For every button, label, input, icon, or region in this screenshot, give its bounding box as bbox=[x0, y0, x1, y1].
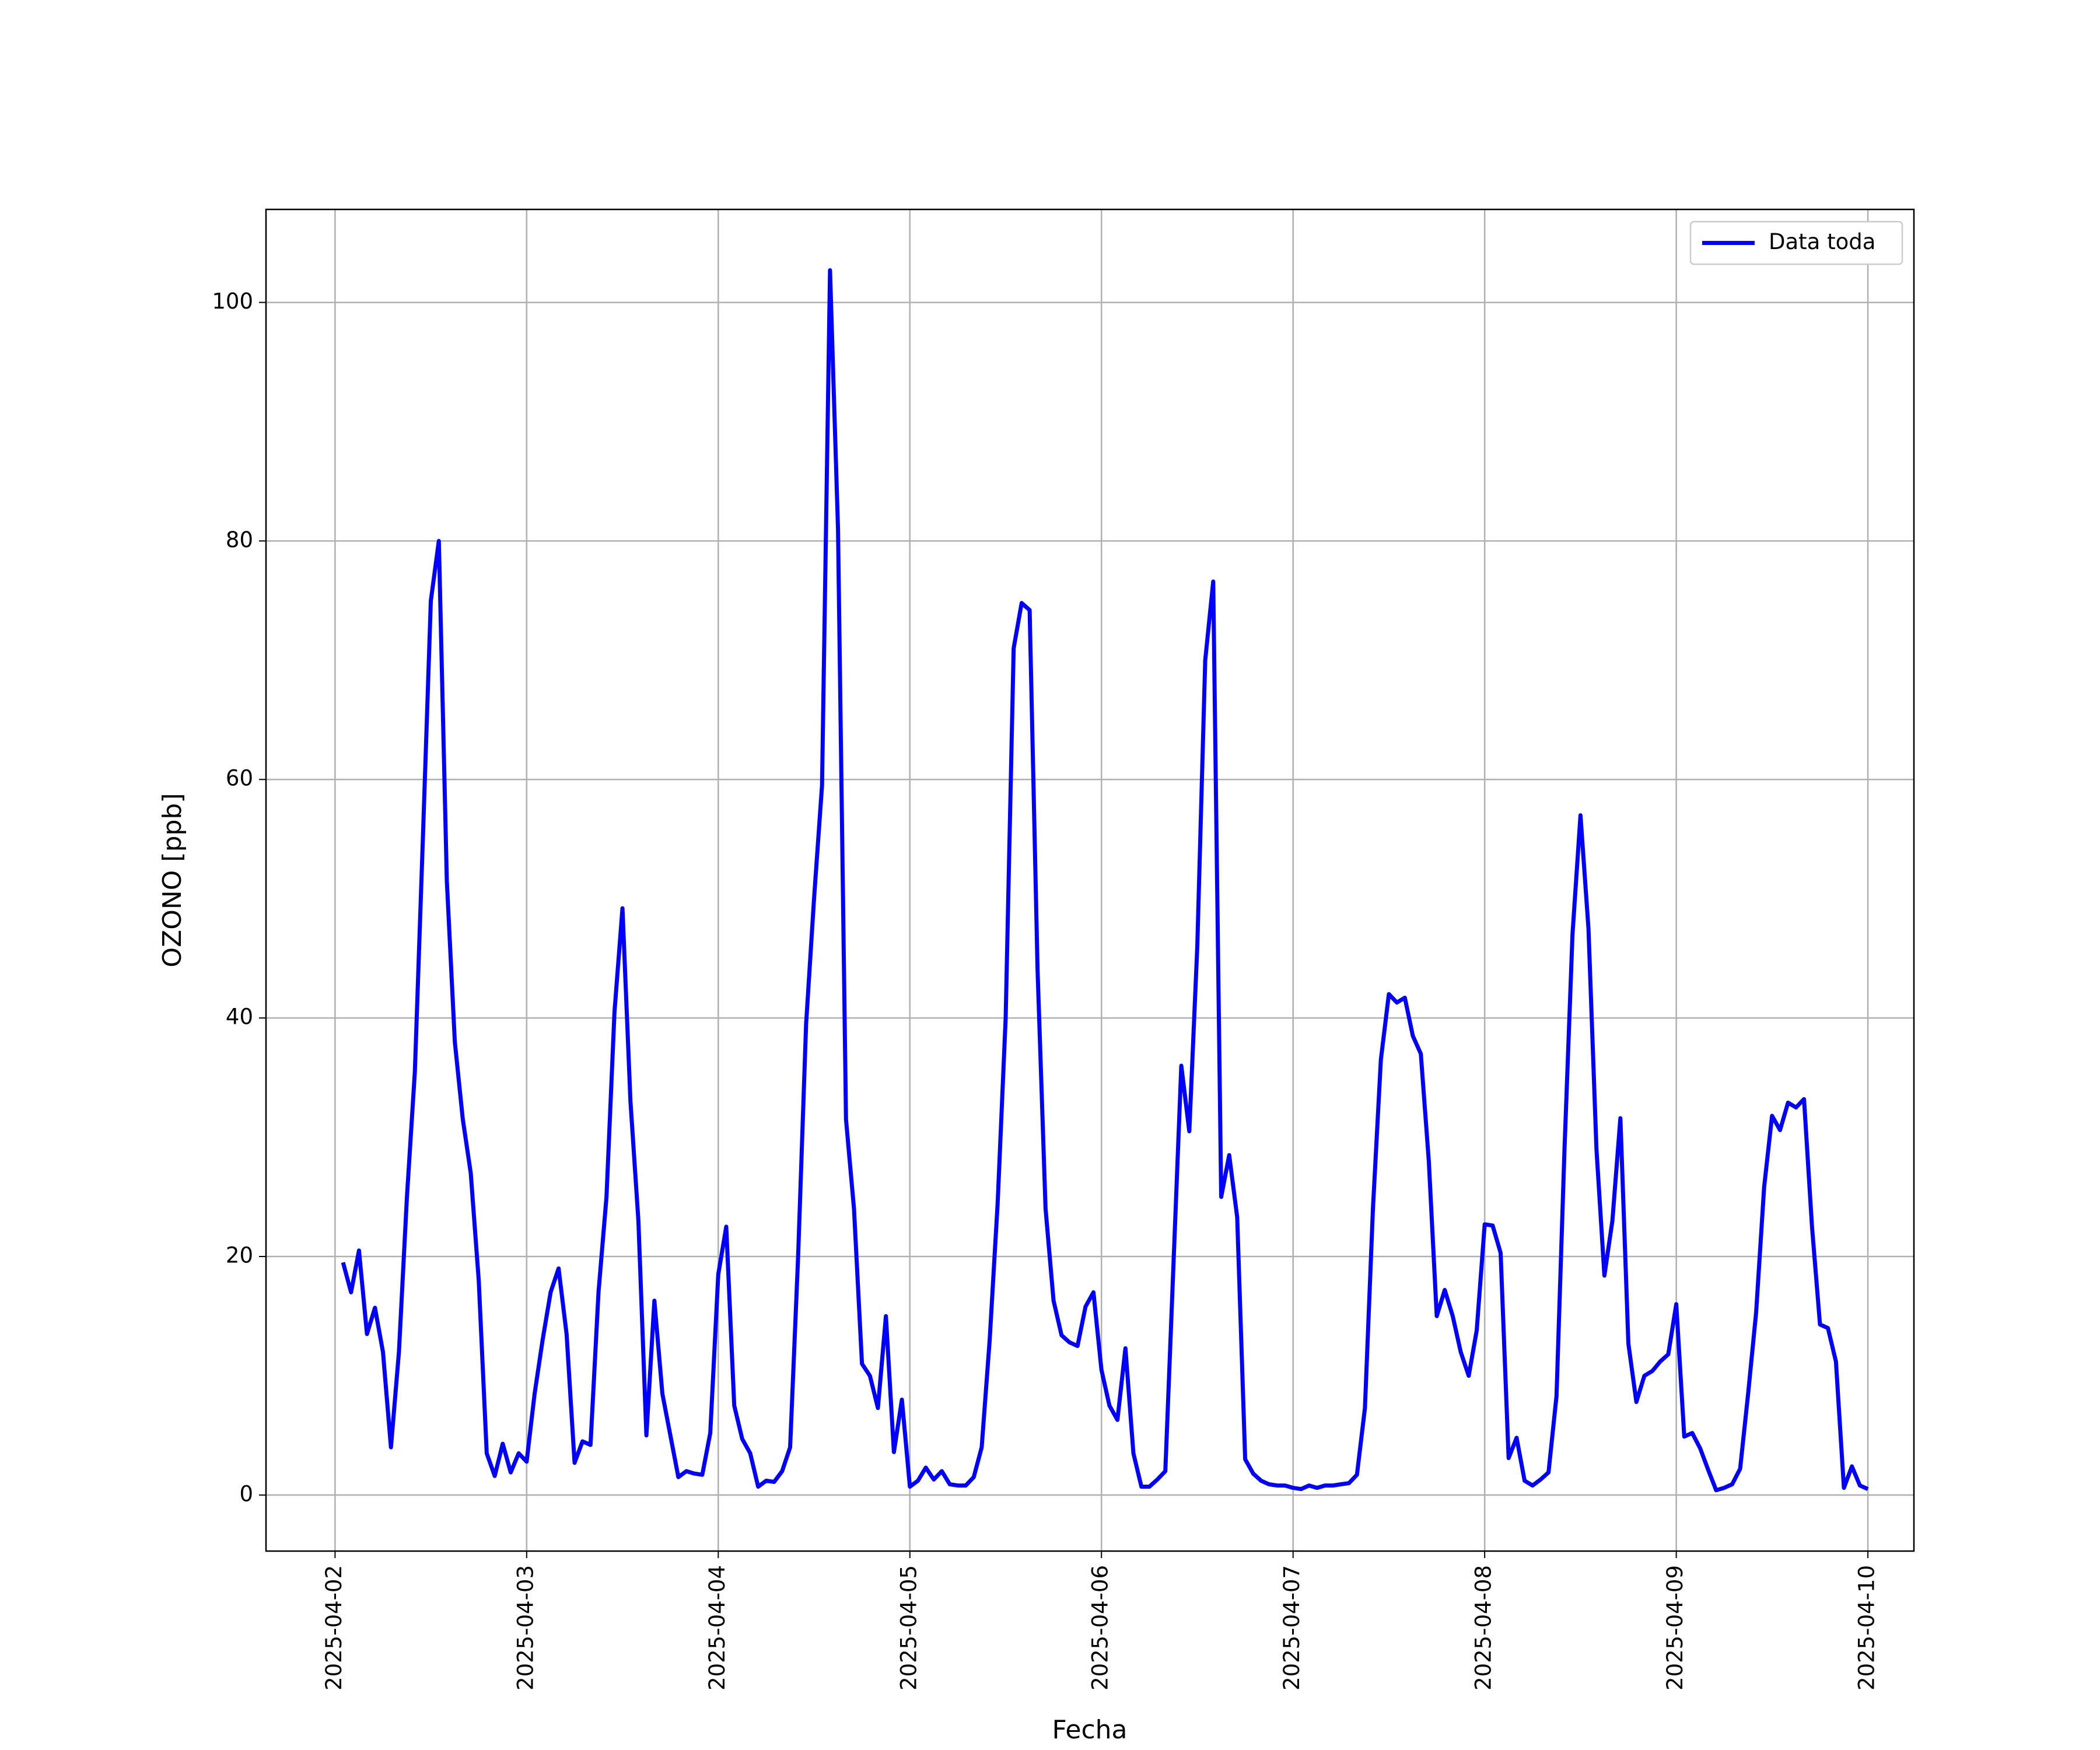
x-axis-label: Fecha bbox=[1052, 1715, 1127, 1745]
y-tick-label: 100 bbox=[212, 289, 253, 314]
y-tick-label: 80 bbox=[226, 527, 253, 552]
y-axis-label: OZONO [ppb] bbox=[158, 793, 187, 967]
x-tick-label: 2025-04-04 bbox=[705, 1565, 730, 1690]
data-line bbox=[341, 268, 1869, 1493]
x-tick-label: 2025-04-10 bbox=[1854, 1565, 1880, 1690]
y-tick-label: 0 bbox=[239, 1481, 253, 1506]
x-tick-label: 2025-04-06 bbox=[1088, 1565, 1113, 1690]
x-tick-label: 2025-04-07 bbox=[1279, 1565, 1304, 1690]
x-tick-label: 2025-04-09 bbox=[1662, 1565, 1688, 1690]
y-tick-label: 60 bbox=[226, 766, 253, 791]
legend-box bbox=[1689, 220, 1903, 265]
legend-label: Data toda bbox=[1769, 229, 1875, 254]
x-tick-label: 2025-04-02 bbox=[321, 1565, 346, 1690]
plot-frame bbox=[265, 208, 1915, 1552]
x-tick-label: 2025-04-05 bbox=[896, 1565, 921, 1690]
y-tick-label: 40 bbox=[226, 1005, 253, 1030]
y-tick-label: 20 bbox=[226, 1243, 253, 1268]
x-tick-label: 2025-04-03 bbox=[513, 1565, 538, 1690]
x-tick-label: 2025-04-08 bbox=[1471, 1565, 1496, 1690]
